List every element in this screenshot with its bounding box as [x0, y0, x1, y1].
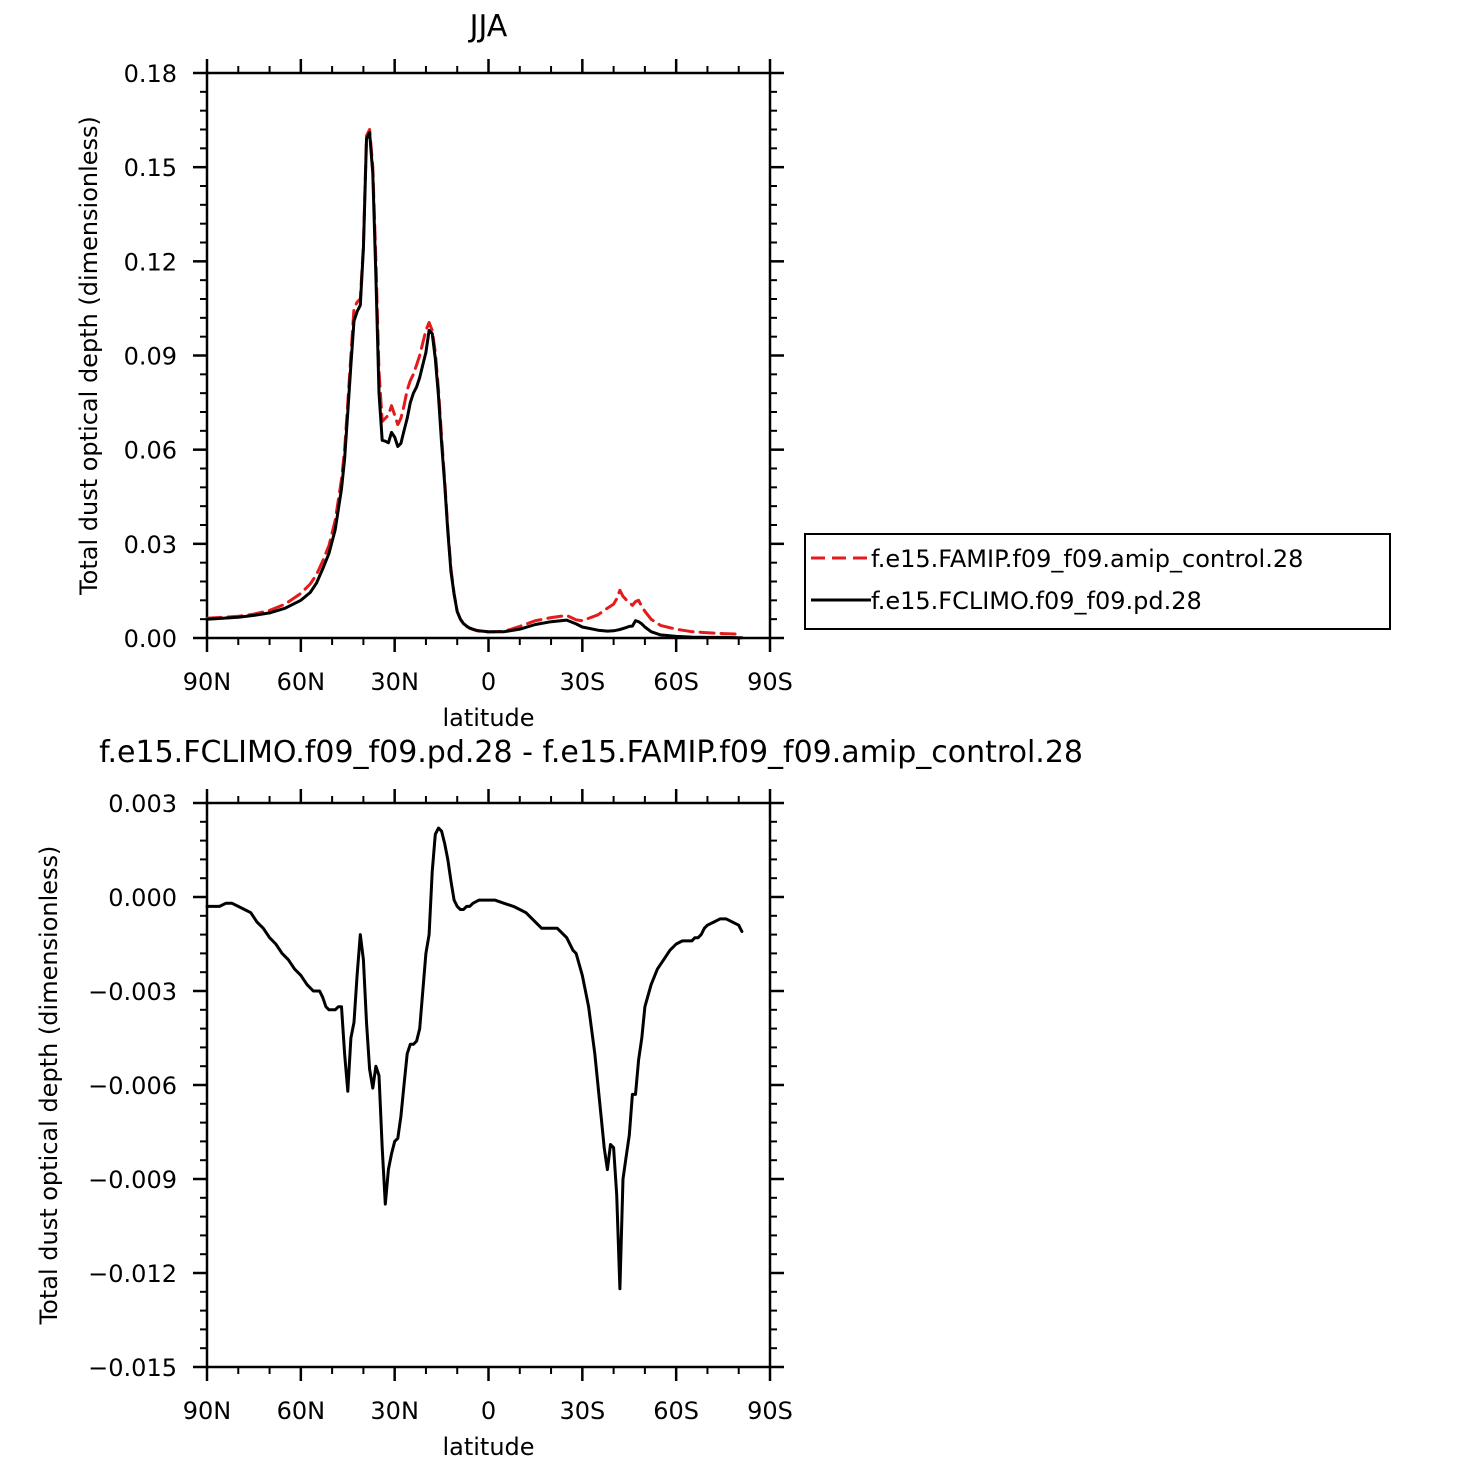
x-tick-label: 90S	[747, 668, 793, 696]
x-tick-label: 90S	[747, 1397, 793, 1425]
plot-frame	[205, 71, 772, 640]
x-tick-label: 30N	[370, 668, 419, 696]
y-axis-label: Total dust optical depth (dimensionless)	[35, 846, 63, 1326]
y-tick-label: 0.03	[124, 531, 177, 559]
y-tick-label: −0.012	[88, 1260, 177, 1288]
y-tick-label: 0.18	[124, 60, 177, 88]
bottom-panel: 90N 60N 30N 0 30S 60S 90S −0.015 −0.012 −0.009 −0.…	[35, 735, 1083, 1461]
top-panel: 90N 60N 30N 0 30S 60S 90S 0.00 0.03 0.06 0.09 0.12 0…	[75, 9, 1391, 732]
x-tick-label: 30S	[559, 1397, 605, 1425]
y-tick-label: −0.015	[88, 1354, 177, 1382]
y-tick-label: −0.003	[88, 978, 177, 1006]
y-tick-label: 0.06	[124, 437, 177, 465]
y-tick-label: −0.009	[88, 1166, 177, 1194]
series-line-0	[205, 826, 744, 1291]
x-tick-label: 0	[481, 1397, 496, 1425]
y-tick-label: 0.003	[108, 790, 177, 818]
x-axis-label: latitude	[442, 1433, 534, 1461]
y-tick-label: 0.00	[124, 625, 177, 653]
x-tick-label: 60S	[653, 668, 699, 696]
y-tick-label: 0.000	[108, 884, 177, 912]
x-tick-label: 30N	[370, 1397, 419, 1425]
x-tick-label: 60S	[653, 1397, 699, 1425]
y-tick-label: 0.09	[124, 343, 177, 371]
x-tick-label: 60N	[277, 1397, 326, 1425]
x-axis-label: latitude	[442, 704, 534, 732]
y-tick-label: 0.12	[124, 248, 177, 276]
y-tick-label: 0.15	[124, 154, 177, 182]
legend-box	[804, 533, 1391, 630]
series-line-1	[205, 131, 744, 640]
y-tick-label: −0.006	[88, 1072, 177, 1100]
x-tick-label: 90N	[183, 1397, 232, 1425]
series-line-0	[205, 128, 744, 636]
y-axis-label: Total dust optical depth (dimensionless)	[75, 116, 103, 596]
x-tick-label: 0	[481, 668, 496, 696]
x-tick-label: 60N	[277, 668, 326, 696]
chart-title: f.e15.FCLIMO.f09_f09.pd.28 - f.e15.FAMIP…	[99, 735, 1083, 770]
legend-label: f.e15.FCLIMO.f09_f09.pd.28	[871, 587, 1202, 615]
x-tick-label: 30S	[559, 668, 605, 696]
plot-frame	[205, 801, 772, 1369]
x-tick-label: 90N	[183, 668, 232, 696]
chart-title: JJA	[468, 9, 508, 44]
legend-label: f.e15.FAMIP.f09_f09.amip_control.28	[871, 545, 1303, 573]
